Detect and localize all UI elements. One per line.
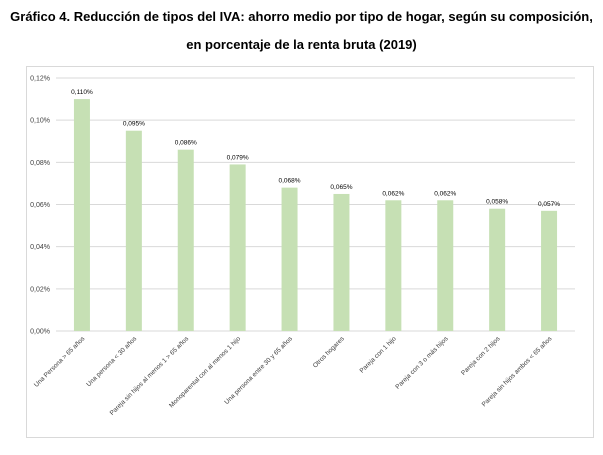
bar <box>489 208 506 331</box>
x-category-label: Pareja con 3 o más hijos <box>394 335 450 391</box>
x-category-label: Una Persona > 65 años <box>33 335 87 389</box>
x-category-label: Pareja con 2 hijos <box>460 335 502 377</box>
bar <box>385 200 402 331</box>
bar <box>437 200 454 331</box>
bars <box>73 99 558 331</box>
data-labels: 0,110% 0,095% 0,086% 0,079% 0,068% 0,065% 0,06… <box>71 89 560 208</box>
y-tick-label: 0,12% <box>30 76 50 83</box>
y-tick-label: 0,04% <box>30 244 50 251</box>
bar <box>333 193 350 331</box>
bar <box>281 187 298 331</box>
bar <box>177 149 194 331</box>
y-axis-tick-labels: 0,00% 0,02% 0,04% 0,06% 0,08% 0,10% 0,12% <box>30 76 50 336</box>
data-label: 0,095% <box>123 121 145 128</box>
data-label: 0,110% <box>71 89 93 96</box>
gridlines <box>56 77 575 332</box>
data-label: 0,086% <box>175 140 197 147</box>
y-tick-label: 0,06% <box>30 202 50 209</box>
chart-title-line-2: en porcentaje de la renta bruta (2019) <box>186 37 417 52</box>
y-tick-label: 0,08% <box>30 160 50 167</box>
x-category-label: Una persona < 30 años <box>85 335 138 388</box>
data-label: 0,068% <box>279 178 301 185</box>
data-label: 0,065% <box>330 184 352 191</box>
data-label: 0,058% <box>486 199 508 206</box>
data-label: 0,057% <box>538 201 560 208</box>
chart-title-line-1: Gráfico 4. Reducción de tipos del IVA: a… <box>10 9 593 24</box>
bar <box>125 130 142 331</box>
data-label: 0,062% <box>434 190 456 197</box>
bar <box>229 164 246 331</box>
bar <box>541 210 558 331</box>
y-tick-label: 0,10% <box>30 118 50 125</box>
data-label: 0,079% <box>227 154 249 161</box>
x-axis-category-labels: Una Persona > 65 años Una persona < 30 añ… <box>33 335 554 417</box>
bar <box>73 99 90 331</box>
y-tick-label: 0,02% <box>30 286 50 293</box>
chart-frame <box>26 66 594 438</box>
data-label: 0,062% <box>382 190 404 197</box>
x-category-label: Otros hogares <box>312 335 347 370</box>
y-tick-label: 0,00% <box>30 329 50 336</box>
x-category-label: Pareja con 1 hijo <box>359 335 398 374</box>
